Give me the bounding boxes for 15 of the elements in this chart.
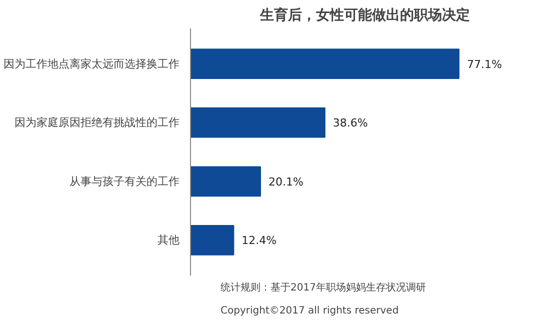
data-label: 20.1% [268, 175, 304, 188]
text: Copyright©2017 all rights reserved [220, 306, 399, 316]
data-label: 38.6% [332, 116, 368, 130]
text: 统计规则：基于2017年职场妈妈生存状况调研 [220, 282, 426, 294]
bar [190, 107, 326, 138]
y-tick-label: 因为工作地点离家太远而选择换工作 [4, 57, 180, 70]
data-label: 77.1% [466, 58, 502, 71]
bar [190, 166, 261, 197]
y-tick-label: 从事与孩子有关的工作 [70, 174, 180, 188]
bar [190, 48, 460, 79]
chart-title: 生育后，女性可能做出的职场决定 [259, 6, 470, 24]
y-tick-label: 其他 [158, 234, 180, 247]
data-label: 12.4% [242, 234, 277, 248]
y-tick-label: 因为家庭原因拒绝有挑战性的工作 [14, 116, 180, 130]
bar [190, 225, 234, 256]
